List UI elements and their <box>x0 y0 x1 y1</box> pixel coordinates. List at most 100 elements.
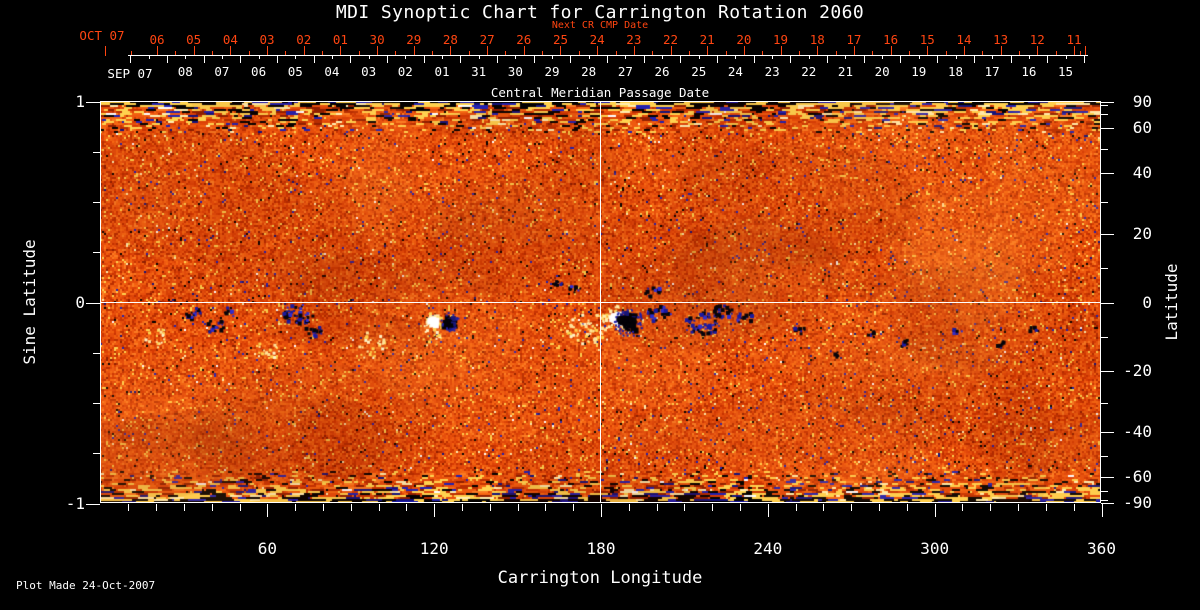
tick-mark-longitude <box>461 504 463 511</box>
cmp-day-label: 25 <box>691 64 707 79</box>
tick-mark-cmp-minor <box>405 55 407 59</box>
cmp-day-label: 05 <box>287 64 303 79</box>
tick-mark-longitude <box>378 504 380 511</box>
tick-mark-latitude <box>1101 104 1108 106</box>
tick-mark-longitude <box>712 504 714 511</box>
tick-mark-cmp <box>460 55 462 63</box>
next-cr-day-label: 27 <box>479 32 495 47</box>
tick-mark-cmp <box>1083 55 1085 63</box>
longitude-tick-label: 120 <box>419 539 449 558</box>
tick-mark-next-cr <box>523 46 525 56</box>
sine-latitude-axis-title: Sine Latitude <box>20 239 39 365</box>
tick-mark-sine-latitude <box>93 352 100 354</box>
latitude-tick-label: -60 <box>1123 466 1152 486</box>
tick-mark-next-cr-minor <box>578 51 580 56</box>
tick-mark-cmp-minor <box>1028 55 1030 59</box>
tick-mark-cmp <box>313 55 315 63</box>
tick-mark-cmp <box>790 55 792 63</box>
tick-mark-sine-latitude <box>93 252 100 254</box>
tick-mark-next-cr-minor <box>1055 51 1057 56</box>
tick-mark-cmp-minor <box>552 55 554 59</box>
next-cr-day-label: 16 <box>883 32 899 47</box>
cmp-day-label: 24 <box>727 64 743 79</box>
sine-latitude-tick-label: -1 <box>65 493 85 513</box>
cmp-day-label: 26 <box>654 64 670 79</box>
tick-mark-next-cr-minor <box>212 51 214 56</box>
next-cr-day-label: 18 <box>809 32 825 47</box>
tick-mark-next-cr <box>1085 46 1086 56</box>
cmp-day-label: 18 <box>947 64 964 79</box>
latitude-tick-label: 0 <box>1142 292 1152 312</box>
tick-mark-next-cr-minor <box>175 51 177 56</box>
tick-mark-sine-latitude <box>93 453 100 455</box>
tick-mark-next-cr-minor <box>542 51 544 56</box>
next-cr-day-label: 25 <box>552 32 568 47</box>
tick-mark-next-cr-minor <box>131 51 132 56</box>
tick-mark-cmp-minor <box>772 55 774 59</box>
tick-mark-cmp <box>863 55 865 63</box>
tick-mark-latitude <box>1101 503 1114 504</box>
tick-mark-next-cr-minor <box>505 51 507 56</box>
next-cr-day-label: 15 <box>919 32 935 47</box>
tick-mark-latitude <box>1101 267 1108 269</box>
tick-mark-cmp <box>130 55 132 63</box>
tick-mark-latitude <box>1101 233 1114 235</box>
sine-latitude-tick-label: 0 <box>75 292 85 312</box>
tick-mark-next-cr <box>780 46 782 56</box>
tick-mark-next-cr <box>670 46 672 56</box>
tick-mark-longitude <box>295 504 297 511</box>
latitude-axis-title: Latitude <box>1162 263 1181 341</box>
next-cr-day-label: 23 <box>626 32 642 47</box>
tick-mark-next-cr <box>267 46 269 56</box>
cmp-day-label: 01 <box>434 64 450 79</box>
cmp-day-label: 02 <box>397 64 413 79</box>
tick-mark-cmp-minor <box>258 55 260 59</box>
tick-mark-next-cr <box>193 46 195 56</box>
tick-mark-latitude <box>1101 456 1108 458</box>
tick-mark-longitude <box>795 504 797 511</box>
tick-mark-cmp-minor <box>992 55 994 59</box>
tick-mark-cmp <box>827 55 829 63</box>
cmp-day-label: 28 <box>581 64 597 79</box>
tick-mark-cmp <box>276 55 278 63</box>
next-cr-day-label: 13 <box>993 32 1009 47</box>
tick-mark-cmp-minor <box>515 55 517 59</box>
tick-mark-next-cr-minor <box>725 51 727 56</box>
tick-mark-longitude <box>656 504 658 511</box>
tick-mark-longitude <box>740 504 742 511</box>
tick-mark-cmp-minor <box>662 55 664 59</box>
latitude-tick-label: -90 <box>1123 493 1152 512</box>
tick-mark-sine-latitude <box>93 403 100 404</box>
tick-mark-cmp-minor <box>148 55 150 59</box>
tick-mark-longitude <box>990 504 992 511</box>
chart-title: MDI Synoptic Chart for Carrington Rotati… <box>335 2 865 23</box>
next-cr-day-label: 03 <box>259 32 275 47</box>
tick-mark-latitude <box>1101 476 1114 478</box>
tick-mark-cmp-minor <box>808 55 810 59</box>
next-cr-axis-title: Next CR CMP Date <box>551 20 649 31</box>
tick-mark-latitude <box>1101 113 1108 115</box>
tick-mark-sine-latitude <box>86 101 100 103</box>
tick-mark-next-cr <box>817 46 819 56</box>
tick-mark-cmp-minor <box>625 55 627 59</box>
next-cr-day-label: 17 <box>846 32 862 47</box>
next-cr-day-label: 19 <box>773 32 789 47</box>
tick-mark-cmp <box>350 55 352 63</box>
next-cr-day-label: 21 <box>699 32 715 47</box>
tick-mark-cmp <box>900 55 902 63</box>
tick-mark-next-cr-minor <box>688 51 690 56</box>
tick-mark-latitude <box>1101 491 1108 493</box>
tick-mark-next-cr <box>963 46 965 56</box>
tick-mark-cmp-minor <box>368 55 370 59</box>
tick-mark-next-cr-minor <box>285 51 287 56</box>
latitude-tick-label: 20 <box>1132 223 1152 243</box>
tick-mark-next-cr <box>853 46 855 56</box>
tick-mark-latitude <box>1101 202 1108 203</box>
tick-mark-sine-latitude <box>93 202 100 203</box>
next-cr-day-label: 29 <box>406 32 422 47</box>
tick-mark-sine-latitude <box>86 302 100 304</box>
tick-mark-longitude <box>434 504 436 517</box>
tick-mark-cmp <box>240 55 242 63</box>
tick-mark-cmp <box>386 55 388 63</box>
